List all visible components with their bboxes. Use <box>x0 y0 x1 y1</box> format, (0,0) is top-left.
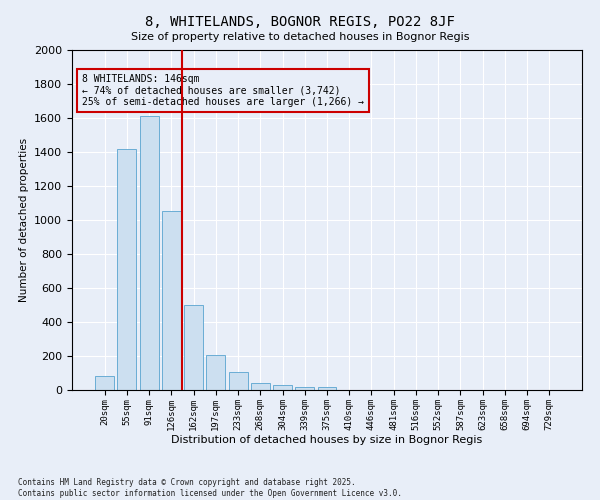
Bar <box>251 383 270 390</box>
Bar <box>95 376 114 390</box>
Bar <box>184 305 203 390</box>
Bar <box>206 355 225 390</box>
Bar <box>229 372 248 390</box>
Bar <box>140 116 158 390</box>
Text: Contains HM Land Registry data © Crown copyright and database right 2025.
Contai: Contains HM Land Registry data © Crown c… <box>18 478 402 498</box>
Bar <box>317 387 337 390</box>
X-axis label: Distribution of detached houses by size in Bognor Regis: Distribution of detached houses by size … <box>172 436 482 446</box>
Text: 8 WHITELANDS: 146sqm
← 74% of detached houses are smaller (3,742)
25% of semi-de: 8 WHITELANDS: 146sqm ← 74% of detached h… <box>82 74 364 107</box>
Y-axis label: Number of detached properties: Number of detached properties <box>19 138 29 302</box>
Bar <box>295 387 314 390</box>
Bar <box>273 386 292 390</box>
Bar <box>118 148 136 390</box>
Text: 8, WHITELANDS, BOGNOR REGIS, PO22 8JF: 8, WHITELANDS, BOGNOR REGIS, PO22 8JF <box>145 15 455 29</box>
Bar <box>162 210 181 390</box>
Text: Size of property relative to detached houses in Bognor Regis: Size of property relative to detached ho… <box>131 32 469 42</box>
